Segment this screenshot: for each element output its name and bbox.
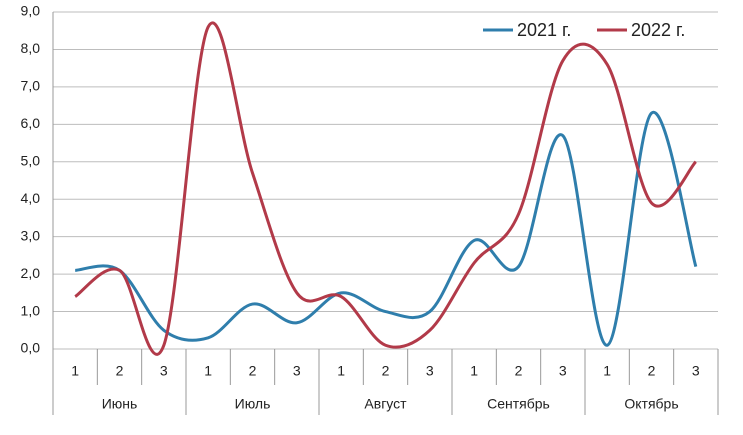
y-tick-label: 8,0: [21, 40, 41, 56]
x-tick-label: 1: [204, 363, 212, 379]
legend-text: 2022 г.: [631, 20, 685, 40]
x-tick-label: 2: [382, 363, 390, 379]
x-tick-label: 3: [559, 363, 567, 379]
group-label: Сентябрь: [487, 396, 550, 412]
x-tick-label: 2: [648, 363, 656, 379]
y-tick-label: 7,0: [21, 78, 41, 94]
x-tick-label: 1: [603, 363, 611, 379]
x-tick-label: 3: [160, 363, 168, 379]
x-tick-label: 1: [337, 363, 345, 379]
y-tick-label: 5,0: [21, 152, 41, 168]
y-tick-label: 0,0: [21, 340, 41, 356]
group-label: Июнь: [102, 396, 138, 412]
group-label: Август: [364, 396, 407, 412]
series-line: [75, 111, 698, 347]
x-tick-label: 2: [515, 363, 523, 379]
x-tick-label: 1: [71, 363, 79, 379]
y-tick-label: 4,0: [21, 190, 41, 206]
x-tick-label: 3: [293, 363, 301, 379]
x-tick-label: 2: [249, 363, 257, 379]
y-tick-label: 3,0: [21, 227, 41, 243]
x-tick-label: 1: [470, 363, 478, 379]
y-tick-label: 1,0: [21, 302, 41, 318]
y-tick-label: 2,0: [21, 265, 41, 281]
y-tick-label: 6,0: [21, 115, 41, 131]
y-tick-label: 9,0: [21, 3, 41, 19]
x-tick-label: 3: [426, 363, 434, 379]
group-label: Октябрь: [624, 396, 678, 412]
x-tick-label: 2: [116, 363, 124, 379]
series-line: [74, 21, 697, 356]
x-tick-label: 3: [692, 363, 700, 379]
group-label: Июль: [235, 396, 271, 412]
legend-text: 2021 г.: [517, 20, 571, 40]
